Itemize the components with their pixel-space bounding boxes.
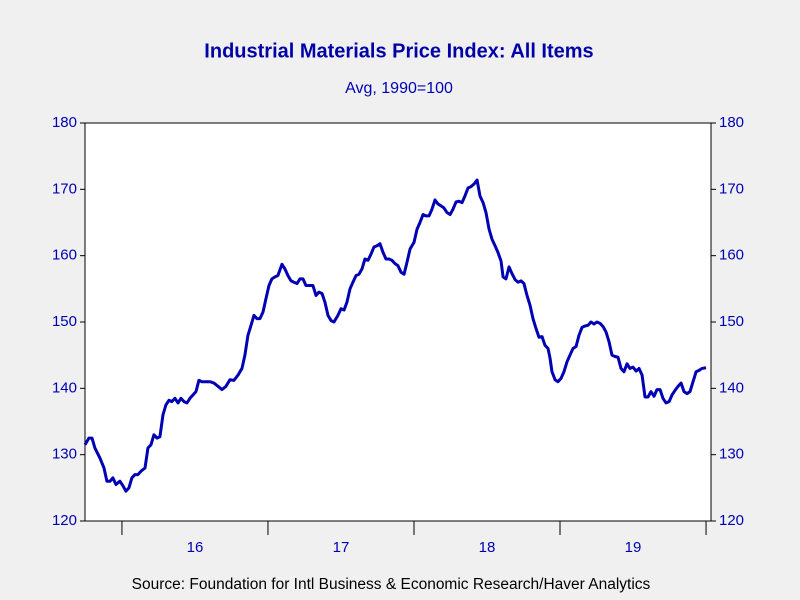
x-tick-label: 19 (625, 539, 642, 556)
source-note: Source: Foundation for Intl Business & E… (132, 576, 651, 593)
y-tick-label: 130 (52, 446, 77, 463)
y-tick-label: 180 (52, 114, 77, 131)
y-tick-label: 160 (52, 247, 77, 264)
x-tick-label: 17 (333, 539, 350, 556)
plot-area (84, 122, 712, 522)
y2-tick-label: 150 (719, 313, 744, 330)
x-tick-label: 16 (187, 539, 204, 556)
y2-tick-label: 180 (719, 114, 744, 131)
chart-subtitle: Avg, 1990=100 (345, 80, 453, 97)
y2-tick-label: 160 (719, 247, 744, 264)
y2-tick-label: 140 (719, 379, 744, 396)
y-tick-label: 150 (52, 313, 77, 330)
chart-title: Industrial Materials Price Index: All It… (204, 40, 593, 62)
y2-tick-label: 170 (719, 180, 744, 197)
y2-tick-label: 130 (719, 446, 744, 463)
y-tick-label: 120 (52, 512, 77, 529)
y-tick-label: 170 (52, 180, 77, 197)
data-line (83, 178, 707, 493)
y-tick-label: 140 (52, 379, 77, 396)
x-tick-label: 18 (479, 539, 496, 556)
y2-tick-label: 120 (719, 512, 744, 529)
